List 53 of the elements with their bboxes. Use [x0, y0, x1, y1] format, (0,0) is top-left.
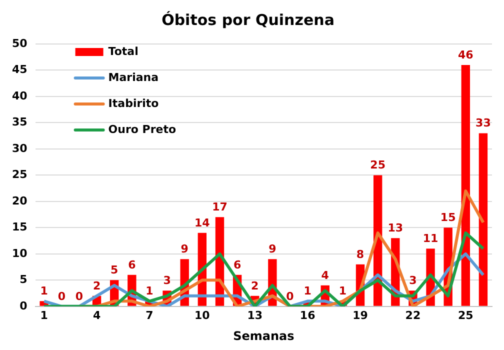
data-label: 1 — [338, 284, 347, 298]
legend-label: Mariana — [108, 70, 159, 84]
y-tick-label: 35 — [12, 116, 28, 129]
y-tick-label: 15 — [12, 220, 28, 234]
data-label: 25 — [370, 158, 386, 172]
data-label: 17 — [212, 200, 228, 214]
y-tick-label: 10 — [12, 246, 28, 260]
data-label: 33 — [476, 116, 491, 130]
x-tick-label: 13 — [247, 308, 263, 322]
x-tick-label: 16 — [300, 308, 316, 322]
data-label: 6 — [233, 258, 242, 272]
data-label: 9 — [268, 242, 276, 256]
bar — [478, 133, 488, 306]
data-label: 5 — [110, 264, 118, 277]
legend-label: Itabirito — [108, 96, 160, 110]
chart-title: Óbitos por Quinzena — [162, 10, 334, 29]
x-tick-label: 1 — [40, 308, 48, 322]
data-label: 46 — [458, 48, 474, 62]
data-label: 4 — [321, 268, 330, 282]
legend-label: Ouro Preto — [108, 122, 177, 136]
data-label: 11 — [422, 232, 438, 246]
y-tick-label: 45 — [12, 63, 28, 76]
x-tick-label: 7 — [146, 308, 154, 322]
data-label: 3 — [163, 274, 171, 288]
data-label: 2 — [92, 279, 101, 292]
y-tick-label: 20 — [12, 194, 28, 208]
y-tick-label: 5 — [20, 273, 28, 286]
data-label: 0 — [75, 290, 84, 303]
data-label: 15 — [440, 211, 456, 224]
data-label: 13 — [388, 222, 404, 235]
data-label: 9 — [180, 242, 188, 256]
data-label: 0 — [58, 290, 66, 303]
data-label: 0 — [286, 290, 294, 303]
x-axis-title: Semanas — [233, 328, 294, 343]
data-label: 1 — [40, 284, 48, 298]
y-tick-label: 25 — [12, 168, 28, 182]
x-tick-label: 25 — [458, 308, 474, 322]
data-label: 2 — [251, 279, 259, 292]
data-label: 1 — [146, 284, 154, 298]
y-tick-label: 40 — [12, 89, 28, 102]
data-label: 8 — [356, 248, 364, 261]
data-label: 14 — [194, 216, 210, 230]
y-tick-label: 0 — [20, 299, 28, 312]
data-label: 6 — [128, 258, 136, 272]
y-tick-label: 50 — [12, 36, 28, 50]
y-tick-label: 30 — [12, 142, 28, 155]
x-tick-label: 19 — [352, 308, 368, 322]
x-tick-label: 22 — [405, 308, 421, 322]
x-tick-label: 10 — [194, 308, 210, 322]
legend-label: Total — [108, 44, 138, 58]
x-tick-label: 4 — [92, 308, 101, 322]
data-label: 1 — [304, 284, 312, 298]
data-label: 3 — [409, 274, 417, 288]
